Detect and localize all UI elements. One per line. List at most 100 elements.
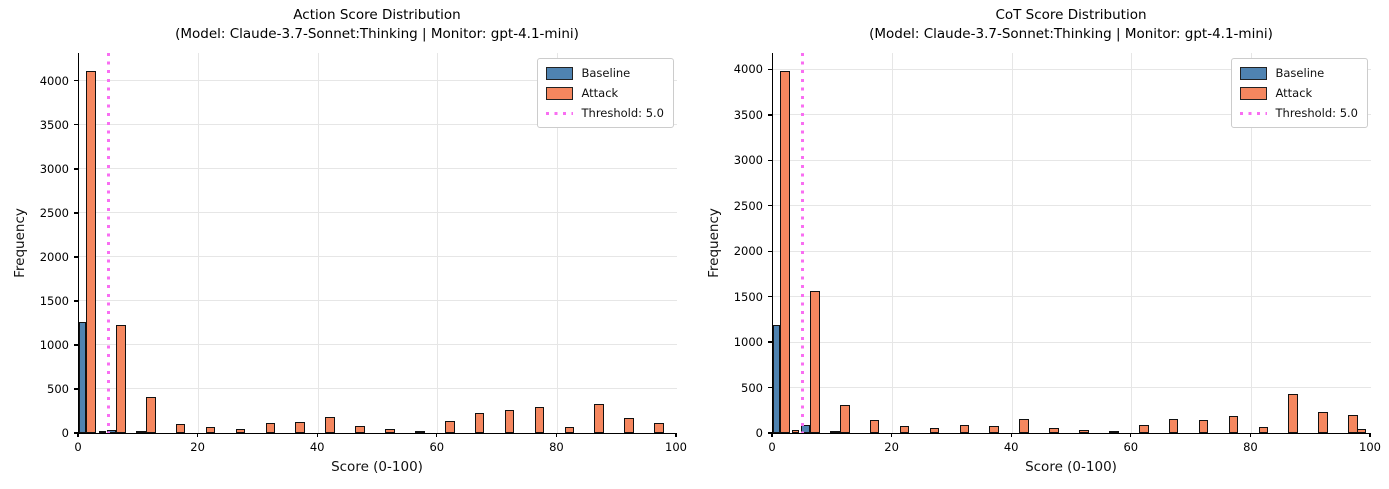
gridline <box>773 296 1371 298</box>
y-tick-label: 2000 <box>733 244 763 259</box>
y-tick <box>768 341 772 343</box>
legend: Baseline Attack Threshold: 5.0 <box>1230 58 1368 128</box>
gridline <box>773 387 1371 389</box>
x-tick-label: 100 <box>1359 440 1381 454</box>
x-tick-label: 0 <box>768 440 776 454</box>
y-tick <box>768 68 772 71</box>
y-tick-label: 0 <box>755 426 763 440</box>
gridline <box>79 124 677 126</box>
chart-title: Action Score Distribution <box>293 7 461 23</box>
legend-label: Baseline <box>581 66 631 80</box>
gridline <box>198 53 200 433</box>
legend-label: Attack <box>1275 86 1313 100</box>
y-tick-label: 3000 <box>39 161 69 176</box>
threshold-line-swatch <box>545 111 573 115</box>
y-tick <box>74 212 78 214</box>
legend-item-baseline: Baseline <box>545 66 665 80</box>
baseline-bar <box>106 430 117 433</box>
attack-bar <box>1348 414 1358 433</box>
y-tick-label: 1500 <box>733 289 763 304</box>
baseline-swatch <box>545 66 573 80</box>
y-tick <box>74 80 78 82</box>
x-tick <box>1130 433 1132 437</box>
attack-bar <box>235 429 246 433</box>
attack-bar <box>86 71 96 433</box>
legend-label: Threshold: 5.0 <box>581 106 665 120</box>
y-tick <box>74 124 78 126</box>
attack-bar <box>929 427 940 433</box>
y-tick <box>768 159 772 161</box>
attack-swatch <box>545 86 573 100</box>
gridline <box>773 114 1371 116</box>
y-tick-label: 1000 <box>39 337 69 352</box>
chart-subtitle: (Model: Claude-3.7-Sonnet:Thinking | Mon… <box>869 26 1273 42</box>
y-tick <box>74 168 78 170</box>
chart-title-block: Action Score Distribution (Model: Claude… <box>78 6 676 44</box>
baseline-bar <box>800 424 811 433</box>
x-tick-label: 40 <box>1003 440 1019 454</box>
y-tick-label: 500 <box>741 380 763 395</box>
gridline <box>79 80 677 82</box>
attack-bar <box>205 426 216 433</box>
attack-bar <box>1138 424 1149 433</box>
attack-bar <box>1318 412 1328 433</box>
cot-score-chart: CoT Score Distribution (Model: Claude-3.… <box>694 0 1389 489</box>
y-tick-label: 1000 <box>733 335 763 350</box>
y-tick-label: 3500 <box>39 117 69 132</box>
attack-bar <box>564 427 575 433</box>
plot-area: Baseline Attack Threshold: 5.0 <box>772 53 1371 434</box>
baseline-bar <box>79 322 87 433</box>
y-tick <box>74 300 78 302</box>
y-tick-label: 0 <box>61 426 69 440</box>
baseline-bar <box>773 324 781 433</box>
gridline <box>556 53 558 433</box>
y-axis-label: Frequency <box>706 208 722 278</box>
attack-bar <box>1109 431 1119 433</box>
y-tick-label: 2500 <box>39 205 69 220</box>
legend-item-threshold: Threshold: 5.0 <box>545 106 665 120</box>
chart-title: CoT Score Distribution <box>995 7 1147 23</box>
attack-bar <box>1258 426 1269 433</box>
attack-bar <box>145 396 156 433</box>
gridline <box>1131 53 1133 433</box>
x-tick <box>1010 433 1012 437</box>
action-score-chart: Action Score Distribution (Model: Claude… <box>12 6 687 475</box>
gridline <box>1011 53 1013 433</box>
y-tick <box>74 256 78 258</box>
attack-bar <box>1356 428 1366 433</box>
y-tick-label: 3500 <box>733 107 763 122</box>
y-tick-label: 2000 <box>39 249 69 264</box>
x-tick <box>1249 433 1252 437</box>
gridline <box>1370 53 1371 433</box>
x-tick <box>891 433 893 437</box>
x-tick-label: 20 <box>884 440 899 454</box>
legend-item-attack: Attack <box>1239 86 1359 100</box>
chart-subtitle: (Model: Claude-3.7-Sonnet:Thinking | Mon… <box>175 26 579 42</box>
y-tick-label: 3000 <box>733 153 763 168</box>
x-tick-label: 0 <box>74 440 82 454</box>
gridline <box>79 168 677 170</box>
attack-bar <box>175 424 186 433</box>
y-tick <box>74 388 78 390</box>
y-tick <box>74 344 78 346</box>
x-tick <box>436 433 438 437</box>
attack-bar <box>810 291 820 433</box>
attack-bar <box>504 409 515 433</box>
x-tick-label: 60 <box>429 440 445 454</box>
attack-bar <box>98 431 106 433</box>
attack-bar <box>444 420 455 433</box>
y-tick-label: 4000 <box>733 62 763 77</box>
gridline <box>1250 53 1252 433</box>
gridline <box>79 388 677 390</box>
gridline <box>79 212 677 214</box>
threshold-line <box>801 53 805 433</box>
x-tick <box>197 433 199 437</box>
x-tick-label: 20 <box>190 440 205 454</box>
attack-bar <box>415 431 425 433</box>
x-tick <box>316 433 318 437</box>
legend: Baseline Attack Threshold: 5.0 <box>536 58 674 128</box>
legend-label: Attack <box>581 86 619 100</box>
y-tick <box>768 386 772 389</box>
x-tick-label: 80 <box>549 440 564 454</box>
